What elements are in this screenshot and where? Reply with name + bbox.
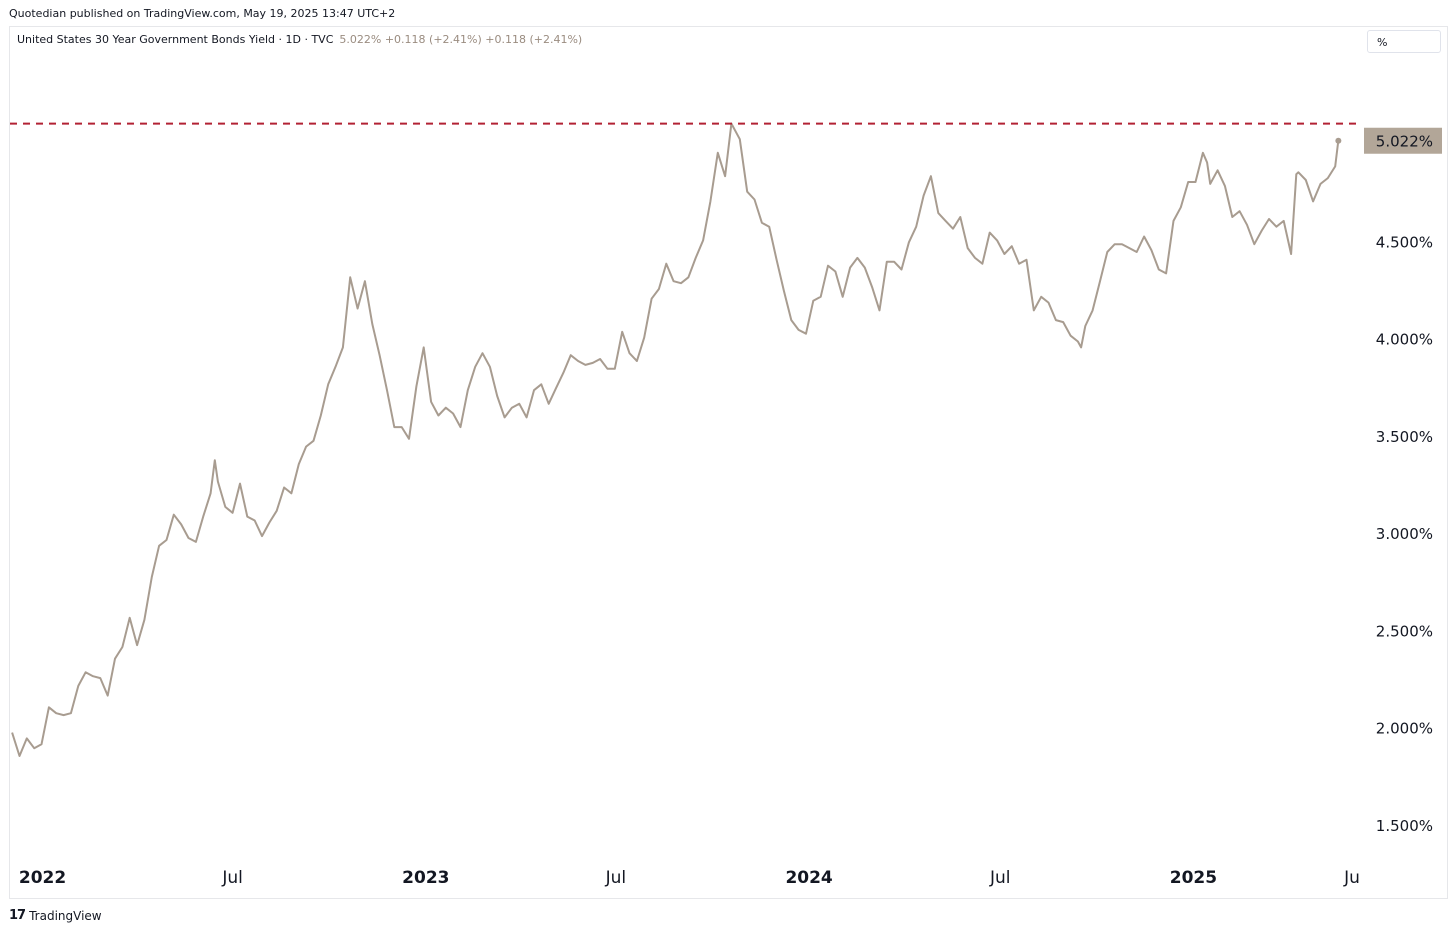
last-value-point [1335, 137, 1342, 144]
price-unit-selector[interactable]: % [1367, 30, 1441, 53]
y-tick-label: 3.000% [1376, 525, 1433, 543]
x-tick-label: Jul [221, 868, 243, 888]
x-tick-label: 2022 [19, 868, 66, 888]
x-tick-label: 2023 [402, 868, 449, 888]
chart-legend: United States 30 Year Government Bonds Y… [17, 33, 582, 46]
y-tick-label: 2.000% [1376, 720, 1433, 738]
x-tick-label: 2025 [1170, 868, 1217, 888]
y-tick-label: 2.500% [1376, 622, 1433, 640]
yield-series-line[interactable] [11, 122, 1340, 757]
x-tick-label: 2024 [785, 868, 832, 888]
tradingview-logo-icon: 17 [9, 908, 26, 923]
tradingview-logo[interactable]: 17 TradingView [9, 908, 102, 923]
symbol-values: 5.022% +0.118 (+2.41%) +0.118 (+2.41%) [339, 33, 583, 46]
publish-info: Quotedian published on TradingView.com, … [9, 7, 396, 20]
y-tick-label: 3.500% [1376, 428, 1433, 446]
y-tick-label: 4.000% [1376, 331, 1433, 349]
last-value-badge [1364, 127, 1442, 154]
chart-frame [9, 26, 1448, 899]
y-tick-label: 1.500% [1376, 817, 1433, 835]
tradingview-brand: TradingView [29, 908, 102, 923]
y-tick-label: 4.500% [1376, 233, 1433, 251]
last-value-label: 5.022% [1376, 133, 1433, 151]
x-tick-label: Jul [989, 868, 1011, 888]
x-tick-label: Ju [1343, 868, 1360, 888]
symbol-name[interactable]: United States 30 Year Government Bonds Y… [17, 33, 334, 46]
x-tick-label: Jul [605, 868, 627, 888]
